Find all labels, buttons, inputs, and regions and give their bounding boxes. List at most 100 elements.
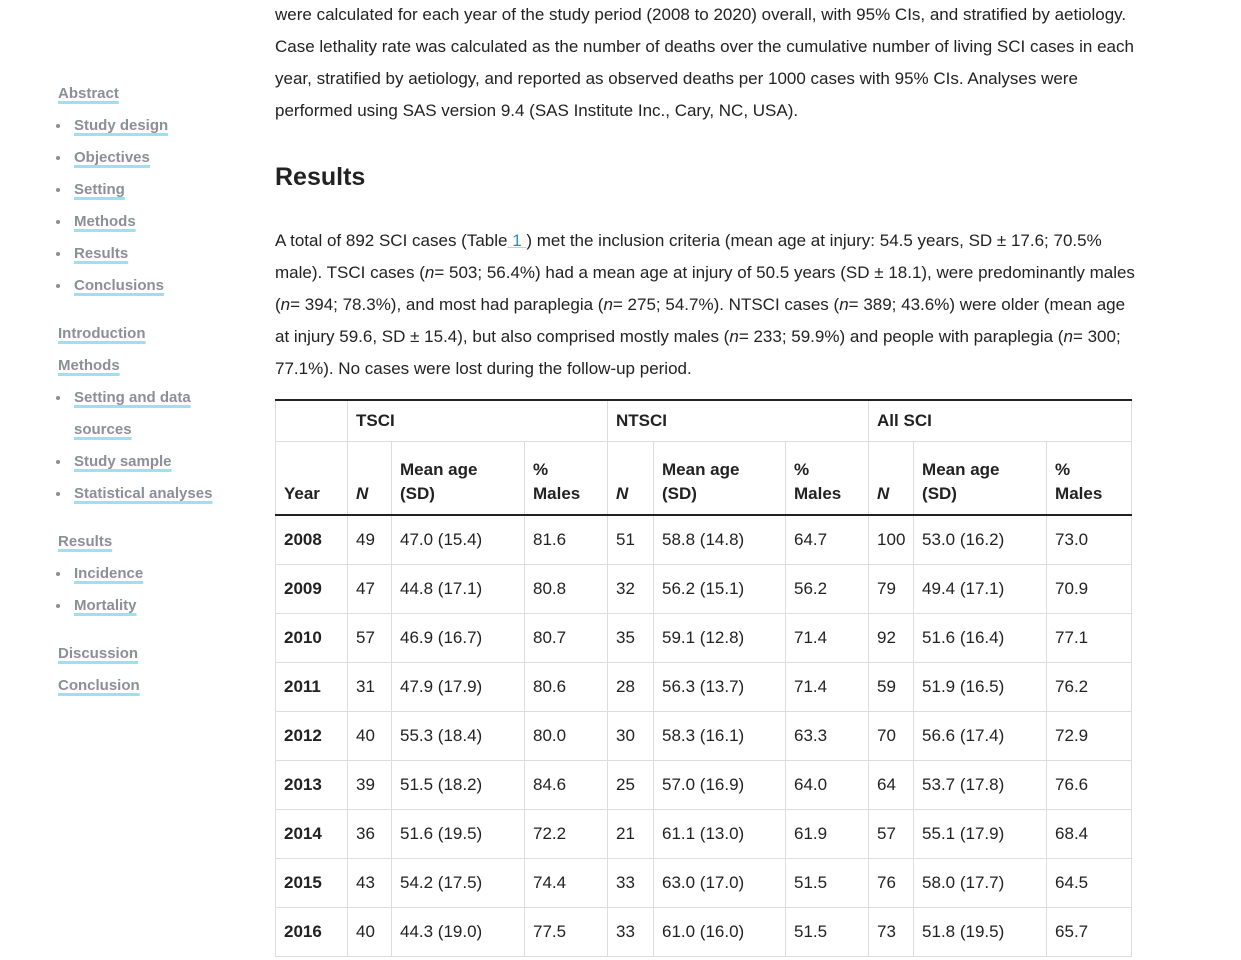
table-cell: 64.7 — [784, 514, 870, 565]
column-header-text: Year — [284, 484, 320, 503]
toc-link[interactable]: Results — [58, 533, 113, 550]
table-cell: 51.6 (19.5) — [391, 809, 525, 859]
table-cell: 25 — [607, 760, 654, 810]
table-cell: 2014 — [275, 809, 348, 859]
table-row: 2016 40 44.3 (19.0) 77.5 33 61.0 (16.0) 51.5 73… — [275, 907, 1133, 957]
table-cell: 49 — [347, 514, 392, 565]
toc-section: Methods — [58, 350, 230, 382]
table-cell: 51.5 (18.2) — [391, 760, 525, 810]
table-row: 2015 43 54.2 (17.5) 74.4 33 63.0 (17.0) 51.5 76… — [275, 858, 1133, 908]
toc-link[interactable]: Conclusions — [74, 277, 165, 294]
table-cell: 54.2 (17.5) — [391, 858, 525, 908]
intro-paragraph: were calculated for each year of the stu… — [275, 5, 1134, 120]
toc-link[interactable]: Objectives — [74, 149, 150, 166]
column-header-text: % Males — [1055, 460, 1103, 503]
table-cell: 2012 — [275, 711, 348, 761]
table-cell: 58.8 (14.8) — [653, 514, 786, 565]
table-cell: 30 — [607, 711, 654, 761]
table-cell: 33 — [607, 858, 654, 908]
toc-item: Setting — [56, 174, 230, 206]
table-cell: 49.4 (17.1) — [913, 564, 1048, 614]
table-cell: 71.4 — [784, 662, 870, 712]
toc-link[interactable]: Results — [74, 245, 129, 262]
table-reference[interactable]: 1 — [507, 231, 527, 250]
table-cell: 58.0 (17.7) — [913, 858, 1048, 908]
table-cell: 58.3 (16.1) — [653, 711, 786, 761]
table-cell: 80.0 — [524, 711, 608, 761]
table-row: 2014 36 51.6 (19.5) 72.2 21 61.1 (13.0) 61.9 57… — [275, 809, 1133, 859]
toc-link[interactable]: Abstract — [58, 85, 119, 102]
table-cell: 100 — [868, 514, 915, 565]
text: = 300; 77.1%). No cases were lost during… — [275, 327, 1121, 378]
column-header: N — [607, 441, 654, 516]
toc-item: Mortality — [56, 590, 230, 622]
table-cell: 76.6 — [1046, 760, 1133, 810]
table-cell: 56.2 — [784, 564, 870, 614]
table-row: 2008 49 47.0 (15.4) 81.6 51 58.8 (14.8) 64.7 10… — [275, 514, 1133, 565]
table-cell: 81.6 — [524, 514, 608, 565]
toc-link[interactable]: Methods — [58, 357, 120, 374]
table-cell: 51.9 (16.5) — [913, 662, 1048, 712]
column-header: % Males — [784, 441, 870, 516]
table-cell: 53.0 (16.2) — [913, 514, 1048, 565]
table-cell: 2015 — [275, 858, 348, 908]
toc-item: Incidence — [56, 558, 230, 590]
toc-link[interactable]: Methods — [74, 213, 136, 230]
table-row: 2011 31 47.9 (17.9) 80.6 28 56.3 (13.7) 71.4 59… — [275, 662, 1133, 712]
italic-text: n — [280, 295, 291, 314]
group-header: NTSCI — [606, 400, 870, 442]
table-cell: 39 — [347, 760, 392, 810]
section-heading: Results — [275, 163, 366, 191]
column-header: N — [347, 441, 392, 516]
table-cell: 70 — [868, 711, 915, 761]
table-cell: 2013 — [275, 760, 348, 810]
table-cell: 33 — [607, 907, 654, 957]
toc-link[interactable]: Study design — [74, 117, 169, 134]
toc-sublist: Incidence Mortality — [40, 558, 230, 622]
column-header-text: N — [877, 484, 890, 503]
table-cell: 51.5 — [784, 907, 870, 957]
results-table: TSCI NTSCI All SCI Year N Mean age (SD) % Male… — [275, 399, 1133, 957]
table-cell: 80.7 — [524, 613, 608, 663]
table-cell: 47.9 (17.9) — [391, 662, 525, 712]
column-header-text: Mean age (SD) — [400, 460, 478, 503]
toc-item: Methods — [56, 206, 230, 238]
column-header: Mean age (SD) — [913, 441, 1048, 516]
table-cell: 64.0 — [784, 760, 870, 810]
toc-link[interactable]: Introduction — [58, 325, 146, 342]
table-cell: 73.0 — [1046, 514, 1133, 565]
table-cell: 56.2 (15.1) — [653, 564, 786, 614]
table-cell: 68.4 — [1046, 809, 1133, 859]
table-cell: 55.3 (18.4) — [391, 711, 525, 761]
column-header: % Males — [524, 441, 608, 516]
toc-section: Conclusion — [58, 670, 230, 702]
toc-link[interactable]: Discussion — [58, 645, 139, 662]
table-cell: 28 — [607, 662, 654, 712]
toc-link[interactable]: Study sample — [74, 453, 172, 470]
toc-link[interactable]: Mortality — [74, 597, 137, 614]
results-paragraph: A total of 892 SCI cases (Table 1 ) met … — [275, 225, 1135, 385]
table-cell: 72.2 — [524, 809, 608, 859]
column-header-text: Mean age (SD) — [922, 460, 1000, 503]
table-cell: 32 — [607, 564, 654, 614]
table-cell: 2009 — [275, 564, 348, 614]
toc-link[interactable]: Conclusion — [58, 677, 140, 694]
toc-group: Discussion — [40, 638, 230, 670]
table-cell: 76.2 — [1046, 662, 1133, 712]
toc-section: Discussion — [58, 638, 230, 670]
toc-link[interactable]: Setting and data sources — [74, 389, 191, 438]
table-cell: 51.5 — [784, 858, 870, 908]
italic-text: n — [729, 327, 739, 346]
column-header-text: N — [356, 484, 369, 503]
table-cell: 2016 — [275, 907, 348, 957]
toc-link[interactable]: Statistical analyses — [74, 485, 213, 502]
table-cell: 56.6 (17.4) — [913, 711, 1048, 761]
table-of-contents: Abstract Study design Objectives Setting Met… — [40, 78, 230, 702]
table-cell: 64.5 — [1046, 858, 1133, 908]
table-cell: 77.1 — [1046, 613, 1133, 663]
group-header-row: TSCI NTSCI All SCI — [275, 400, 1133, 442]
toc-link[interactable]: Setting — [74, 181, 125, 198]
toc-link[interactable]: Incidence — [74, 565, 144, 582]
table-cell: 51.8 (19.5) — [913, 907, 1048, 957]
column-header: % Males — [1046, 441, 1133, 516]
